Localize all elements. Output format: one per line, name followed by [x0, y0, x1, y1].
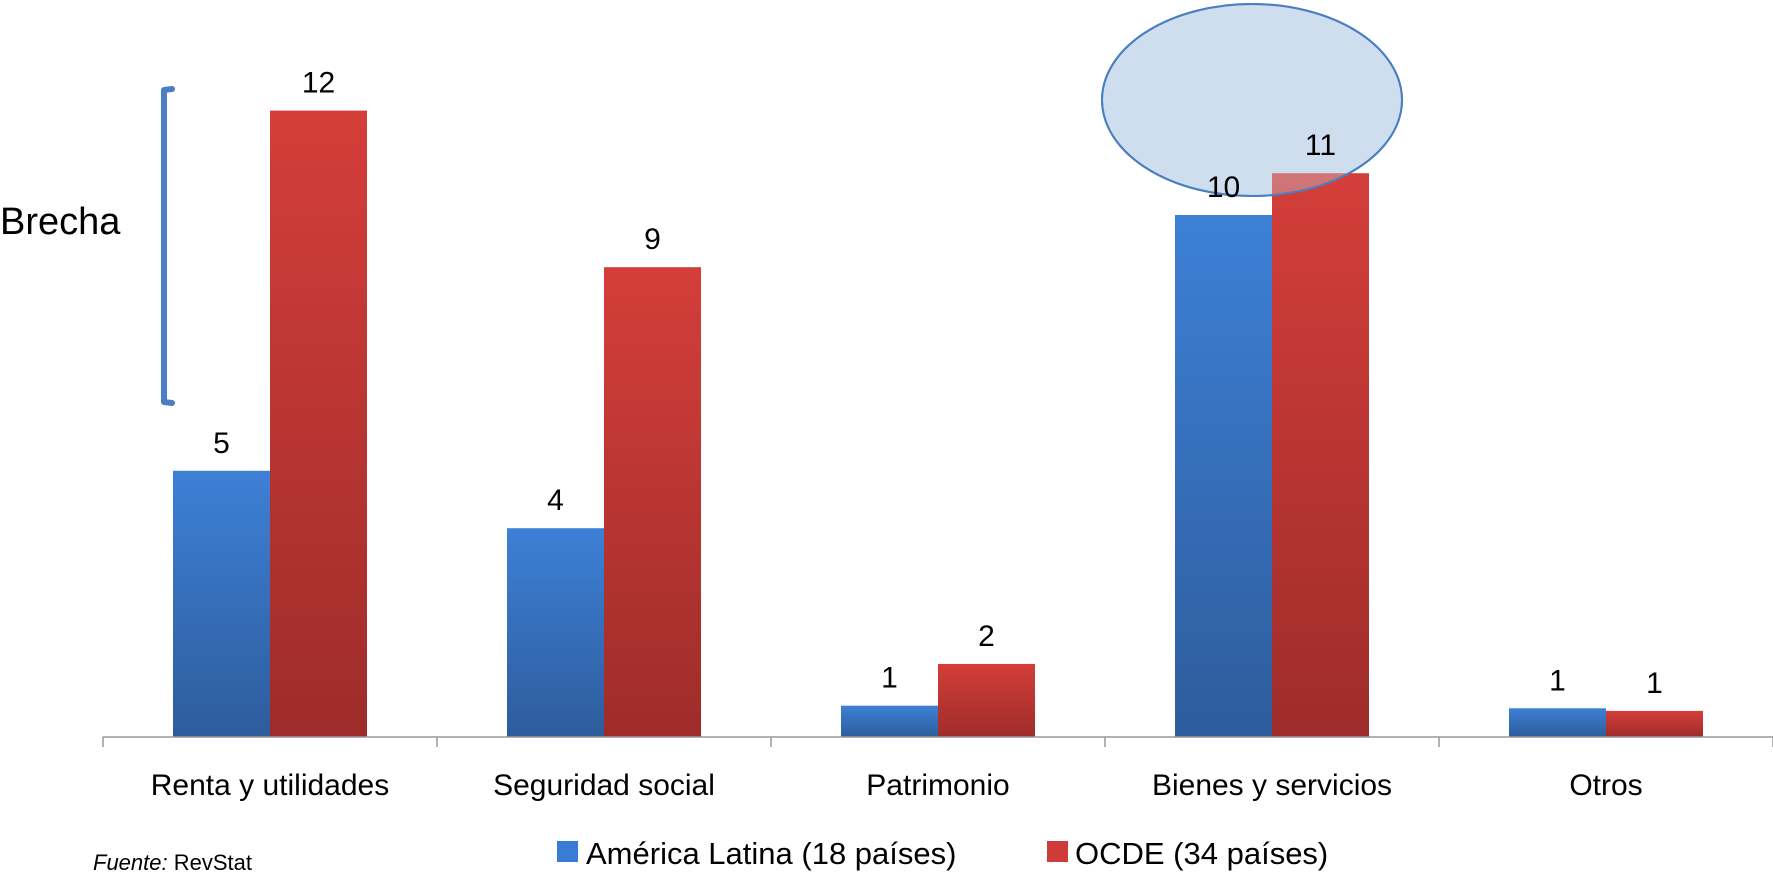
x-tick-label-2: Patrimonio	[866, 769, 1009, 802]
bar-oecd-0	[270, 110, 367, 738]
x-tick-label-1: Seguridad social	[493, 769, 715, 802]
bar-latin-america-1	[507, 528, 604, 737]
bar-latin-america-4	[1509, 708, 1606, 737]
legend: América Latina (18 países) OCDE (34 país…	[557, 836, 1328, 871]
data-label-oecd-3: 11	[1305, 129, 1336, 162]
legend-swatch-latin-america	[557, 841, 578, 862]
data-label-latin-america-2: 1	[881, 662, 898, 695]
source-note: Fuente: RevStat	[93, 850, 252, 876]
bar-latin-america-3	[1175, 215, 1272, 737]
data-label-latin-america-4: 1	[1549, 664, 1566, 697]
legend-label-latin-america: América Latina (18 países)	[586, 836, 956, 871]
bars-layer	[173, 110, 1703, 738]
data-label-oecd-0: 12	[302, 67, 335, 100]
data-label-oecd-1: 9	[644, 223, 661, 256]
x-tick-label-3: Bienes y servicios	[1152, 769, 1392, 802]
source-prefix: Fuente:	[93, 850, 168, 875]
data-label-latin-america-0: 5	[213, 427, 230, 460]
bar-oecd-2	[938, 663, 1035, 737]
legend-label-oecd: OCDE (34 países)	[1075, 836, 1328, 871]
bar-oecd-4	[1606, 710, 1703, 737]
bar-latin-america-2	[841, 705, 938, 737]
bar-latin-america-0	[173, 470, 270, 737]
x-tick-labels: Renta y utilidades Seguridad social Patrim…	[151, 769, 1643, 802]
data-label-oecd-4: 1	[1646, 667, 1663, 700]
bar-oecd-1	[604, 267, 701, 737]
gap-bracket	[161, 86, 175, 406]
data-label-latin-america-3: 10	[1207, 171, 1240, 204]
data-label-oecd-2: 2	[978, 620, 995, 653]
legend-swatch-oecd	[1047, 841, 1068, 862]
gap-label: Brecha	[0, 201, 121, 243]
data-label-latin-america-1: 4	[547, 484, 564, 517]
x-axis	[102, 736, 1773, 747]
source-text: RevStat	[167, 850, 252, 875]
x-tick-label-0: Renta y utilidades	[151, 769, 389, 802]
x-tick-label-4: Otros	[1569, 769, 1642, 802]
bar-oecd-3	[1272, 173, 1369, 738]
highlight-ellipse-overlay	[1101, 3, 1403, 197]
